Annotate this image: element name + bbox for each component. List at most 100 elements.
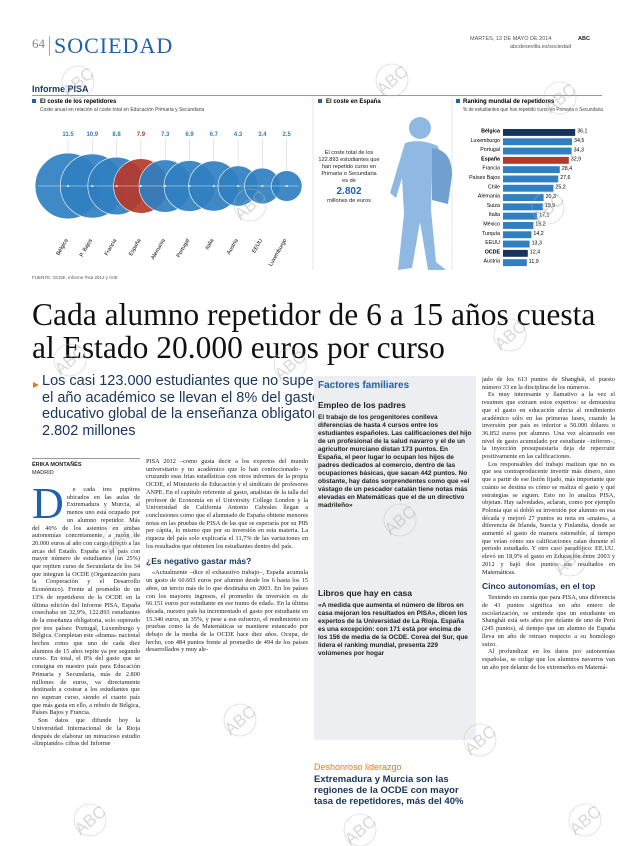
highlight-text: Extremadura y Murcia son las regiones de… (314, 774, 464, 807)
center-dot (212, 185, 215, 187)
backpack (432, 148, 452, 204)
value-label: 6.9 (185, 132, 194, 138)
value-label: 34,3 (574, 147, 584, 153)
paragraph: Es muy interesante y llamativo a la vez … (482, 391, 615, 461)
location: MADRID (32, 470, 54, 476)
bar (503, 184, 554, 192)
value-label: 36,1 (577, 129, 587, 135)
bar (503, 194, 544, 201)
category-label: Países Bajos (469, 175, 500, 181)
center-dot (188, 185, 191, 187)
bar (503, 175, 559, 183)
category-label: Portugal (480, 147, 500, 153)
infographic: El coste de los repetidores Coste anual e… (32, 98, 603, 270)
chart-title: Ranking mundial de repetidores (463, 99, 555, 105)
paragraph: Los responsables del trabajo matizan que… (482, 460, 615, 576)
category-label: EEUU (251, 238, 264, 254)
value-label: 12,4 (530, 250, 540, 256)
paper-name: ABC (578, 36, 590, 42)
category-label: Italia (489, 212, 500, 218)
infographic-title: Informe PISA (32, 84, 89, 94)
center-dot (237, 185, 240, 187)
head (409, 117, 431, 139)
cost-unit: millones de euros (327, 198, 371, 204)
cost-amount: 2.802 (336, 186, 362, 197)
value-label: 13,3 (532, 240, 542, 246)
value-label: 27,6 (560, 175, 570, 181)
chart-title: El coste de los repetidores (40, 99, 117, 105)
category-label: EEUU (485, 240, 500, 246)
value-label: 15,2 (535, 222, 545, 228)
paragraph: Son datos que difunde hoy la Universidad… (32, 717, 140, 748)
value-label: 14,2 (533, 231, 543, 237)
value-label: 20,3 (546, 194, 556, 200)
category-label: Turquía (482, 231, 500, 237)
paragraph: Teniendo en cuenta que para PISA, una di… (482, 594, 615, 648)
category-label: Bélgica (56, 237, 71, 256)
author: ÉRIKA MONTAÑÉS (32, 462, 82, 468)
rule (32, 95, 602, 96)
category-label: Italia (205, 237, 216, 251)
value-label: 19,9 (545, 203, 555, 209)
category-label: España (481, 156, 500, 162)
value-label: 25,2 (555, 185, 565, 191)
category-label: Austria (484, 259, 501, 265)
section-title: SOCIEDAD (54, 33, 174, 58)
sidebar-text: «A medida que aumenta el número de libro… (318, 602, 468, 657)
divider (49, 36, 50, 56)
category-label: España (128, 237, 143, 257)
sidebar-text: El trabajo de los progenitores conlleva … (318, 414, 472, 509)
column: jado de los 613 puntos de Shanghái, el p… (482, 376, 615, 842)
category-label: Chile (488, 184, 500, 190)
sidebar (314, 376, 476, 740)
center-dot (285, 185, 288, 187)
value-label: 34,5 (574, 138, 584, 144)
value-label: 11.5 (62, 132, 74, 138)
category-label: Alemania (150, 237, 167, 261)
value-label: 4.3 (234, 132, 243, 138)
dropcap: D (32, 486, 64, 528)
bullet (318, 99, 322, 103)
bar (503, 249, 528, 257)
bullet (456, 99, 460, 103)
paragraph: jado de los 613 puntos de Shanghái, el p… (482, 376, 615, 391)
category-label: Francia (104, 237, 119, 257)
spain-cost: El coste total de los 122.893 estudiante… (318, 150, 380, 205)
sidebar-title: Factores familiares (318, 380, 410, 391)
center-dot (115, 185, 118, 187)
value-label: 7.3 (161, 132, 170, 138)
center-dot (139, 185, 142, 187)
bar (503, 138, 572, 146)
highlight-kicker: Deshonroso liderazgo (314, 762, 402, 772)
category-label: Suiza (487, 203, 500, 209)
category-label: Luxemburgo (471, 138, 500, 144)
chart-subtitle: Coste anual en relación al coste total e… (40, 107, 204, 113)
subhead: Los casi 123.000 estudiantes que no supe… (42, 373, 335, 439)
value-label: 6.7 (210, 132, 219, 138)
center-dot (91, 185, 94, 187)
value-label: 7.9 (137, 132, 146, 138)
watermark-ring (343, 813, 377, 846)
bar (503, 147, 572, 155)
chart-subtitle: % de estudiantes que han repetido curso … (463, 107, 603, 113)
url: abcdesevilla.es/sociedad (510, 44, 572, 50)
rule (32, 458, 140, 459)
paragraph: Al profundizar en los datos por autonomí… (482, 648, 615, 671)
center-dot (164, 185, 167, 187)
sidebar-heading: Empleo de los padres (318, 400, 406, 410)
bar (503, 212, 538, 220)
bar (503, 166, 560, 174)
bullet (32, 99, 36, 103)
bullet (32, 376, 40, 388)
value-label: 3.4 (258, 132, 267, 138)
bar (503, 231, 532, 239)
category-label: Alemania (478, 194, 500, 200)
watermark: ABC (341, 812, 380, 846)
date: MARTES, 13 DE MAYO DE 2014 (470, 36, 552, 42)
paragraph: e cada tres pupitres ubicados en las aul… (32, 486, 140, 717)
chart-title: El coste en España (326, 99, 381, 105)
bar (503, 129, 576, 136)
paragraph: PISA 2012 –como gusta decir a los expert… (146, 458, 308, 550)
bar (503, 156, 569, 164)
